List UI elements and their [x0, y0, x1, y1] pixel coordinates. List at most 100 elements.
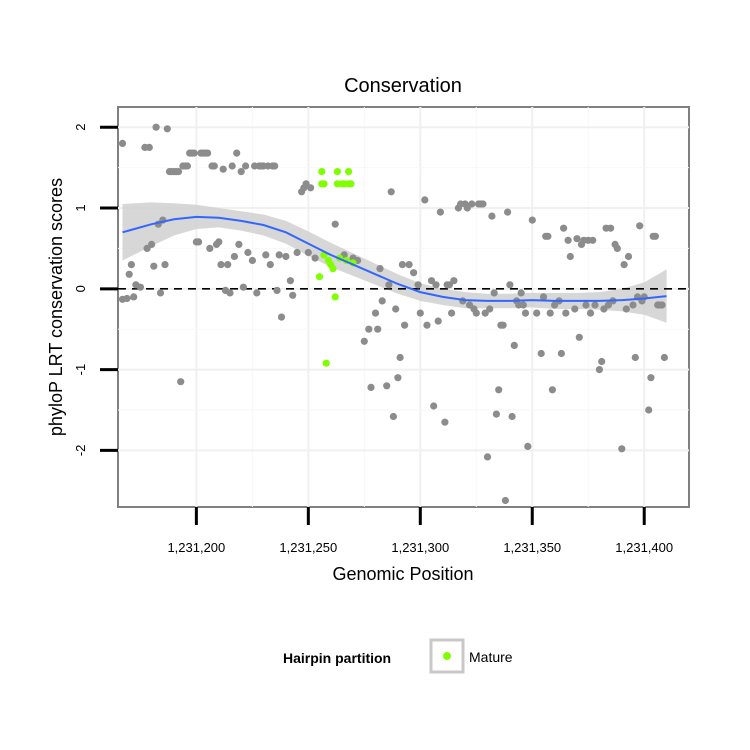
point-other-132 — [492, 410, 500, 418]
point-other-83 — [360, 337, 368, 345]
point-other-198 — [660, 353, 669, 362]
legend: Hairpin partition Mature — [283, 638, 513, 674]
point-other-91 — [385, 281, 393, 289]
point-other-63 — [266, 261, 274, 269]
point-other-153 — [546, 309, 554, 317]
point-other-152 — [544, 232, 552, 240]
point-other-113 — [448, 309, 456, 317]
point-other-172 — [595, 366, 604, 374]
point-other-135 — [499, 321, 507, 329]
point-mature-5 — [322, 359, 330, 367]
point-other-133 — [495, 386, 503, 394]
point-other-99 — [405, 261, 413, 269]
point-other-46 — [226, 289, 234, 297]
point-other-5 — [130, 293, 138, 301]
point-other-191 — [645, 406, 653, 414]
point-other-69 — [282, 252, 290, 261]
point-other-144 — [519, 301, 527, 309]
point-other-104 — [423, 321, 431, 329]
point-other-54 — [244, 248, 252, 257]
point-other-159 — [562, 309, 570, 317]
point-other-171 — [591, 301, 599, 309]
point-other-65 — [271, 162, 279, 170]
point-other-39 — [210, 162, 218, 170]
point-other-3 — [125, 270, 133, 278]
point-other-147 — [528, 216, 536, 224]
point-other-52 — [239, 283, 247, 291]
point-other-110 — [441, 418, 449, 426]
point-other-61 — [262, 251, 270, 259]
point-other-109 — [436, 208, 444, 216]
point-other-185 — [629, 301, 637, 309]
point-other-146 — [524, 442, 532, 450]
point-other-71 — [289, 291, 297, 299]
point-other-32 — [195, 238, 203, 246]
point-other-183 — [622, 305, 630, 313]
point-mature-9 — [331, 293, 339, 301]
x-axis-title: Genomic Position — [332, 564, 473, 584]
point-other-36 — [204, 149, 212, 157]
point-other-197 — [658, 301, 666, 309]
legend-label-mature: Mature — [469, 649, 513, 665]
point-other-126 — [479, 200, 487, 208]
point-other-72 — [293, 248, 301, 257]
point-other-85 — [367, 383, 375, 391]
point-other-143 — [517, 289, 525, 297]
point-other-7 — [136, 283, 144, 291]
x-tick-label-1: 1,231,250 — [279, 540, 337, 555]
y-axis-title: phyloP LRT conservation scores — [46, 178, 66, 436]
point-other-150 — [539, 293, 548, 301]
y-tick-label-0: -2 — [73, 445, 88, 457]
point-other-50 — [235, 240, 243, 248]
point-other-180 — [613, 244, 621, 252]
point-other-158 — [560, 224, 568, 232]
point-other-43 — [219, 165, 227, 173]
point-other-137 — [504, 208, 512, 216]
point-other-18 — [163, 125, 171, 133]
point-other-45 — [224, 261, 232, 269]
point-other-90 — [383, 382, 391, 390]
legend-title: Hairpin partition — [283, 650, 391, 666]
point-other-76 — [304, 248, 312, 257]
point-other-154 — [548, 386, 557, 394]
point-other-131 — [490, 289, 498, 297]
point-other-11 — [148, 240, 156, 248]
point-other-103 — [421, 196, 429, 204]
point-other-47 — [228, 162, 236, 170]
point-other-114 — [450, 277, 458, 285]
point-mature-3 — [320, 180, 328, 188]
point-mature-10 — [333, 168, 341, 176]
point-other-23 — [174, 168, 183, 176]
point-other-101 — [414, 281, 422, 289]
point-other-186 — [631, 353, 639, 362]
points-mature-series — [315, 168, 357, 367]
x-axis: 1,231,200 1,231,250 1,231,300 1,231,350 1,23… — [167, 507, 673, 555]
point-other-10 — [145, 143, 153, 151]
point-other-87 — [374, 325, 382, 333]
point-other-2 — [123, 294, 131, 303]
point-other-77 — [307, 184, 315, 192]
point-other-160 — [564, 236, 572, 244]
point-other-98 — [401, 321, 409, 329]
point-other-130 — [488, 212, 496, 220]
y-tick-label-4: 2 — [73, 124, 88, 131]
point-other-89 — [378, 297, 386, 305]
point-other-88 — [376, 265, 384, 273]
point-other-149 — [537, 349, 545, 358]
point-other-192 — [647, 374, 655, 382]
point-other-84 — [365, 325, 373, 333]
point-other-167 — [582, 301, 590, 309]
point-other-42 — [217, 261, 225, 269]
point-other-108 — [434, 317, 442, 325]
point-other-41 — [215, 238, 223, 246]
point-mature-8 — [329, 265, 337, 273]
point-other-51 — [237, 168, 245, 176]
point-other-79 — [331, 220, 339, 228]
point-other-106 — [430, 402, 438, 410]
point-other-169 — [586, 309, 595, 317]
point-other-27 — [183, 162, 191, 170]
point-other-107 — [432, 281, 440, 289]
point-other-163 — [573, 235, 581, 243]
point-other-164 — [575, 333, 583, 341]
point-other-70 — [286, 277, 294, 285]
